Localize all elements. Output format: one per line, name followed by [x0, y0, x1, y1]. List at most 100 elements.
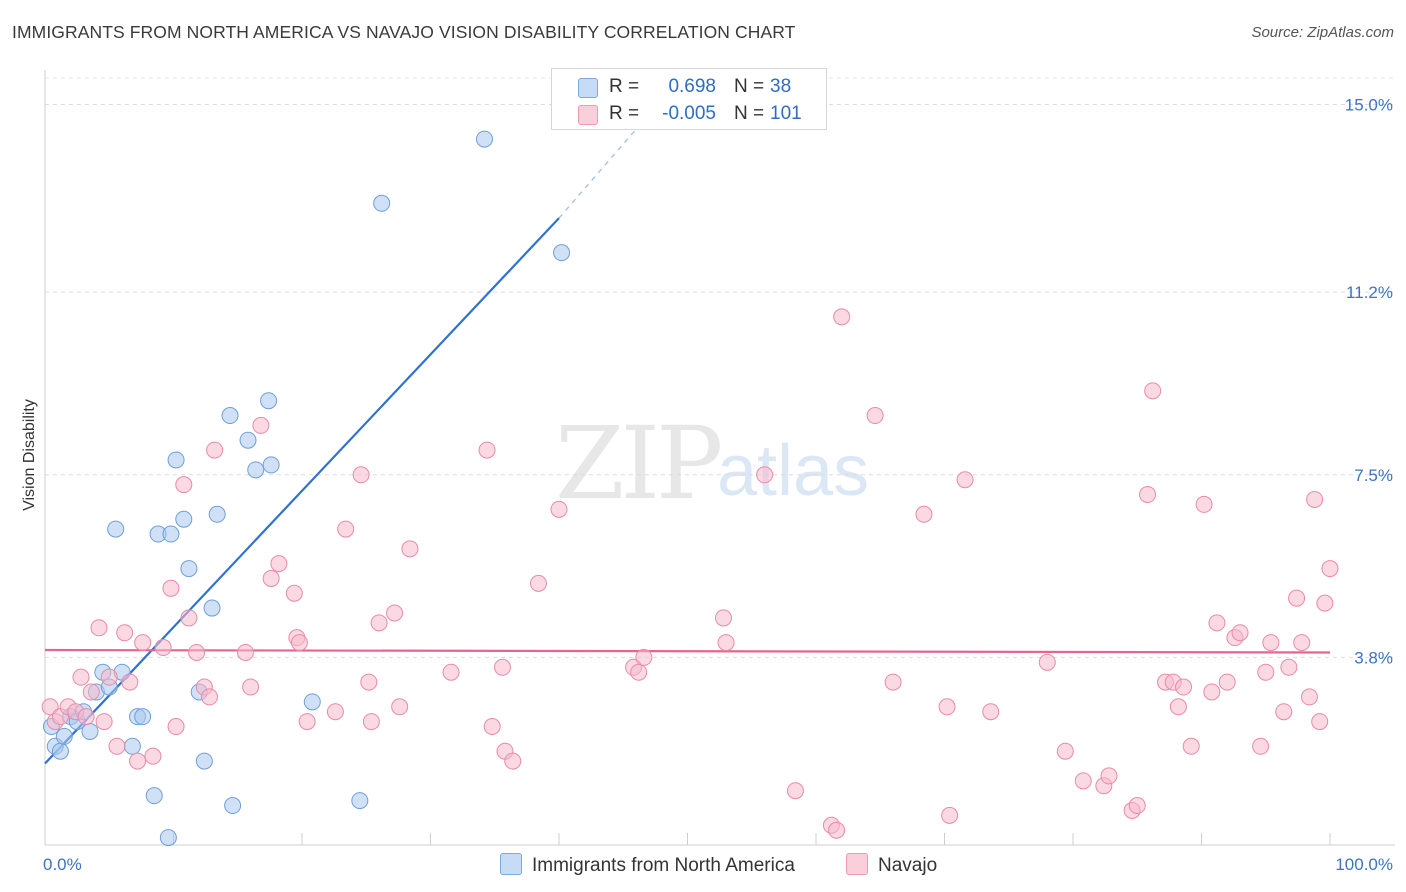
- point-navajo: [1311, 713, 1329, 731]
- point-navajo: [95, 713, 113, 731]
- point-navajo: [129, 752, 147, 770]
- point-navajo: [242, 678, 260, 696]
- point-navajo: [550, 500, 568, 518]
- point-immigrants: [203, 599, 221, 617]
- point-navajo: [1139, 486, 1157, 504]
- point-navajo: [108, 737, 126, 755]
- point-immigrants: [208, 505, 226, 523]
- point-navajo: [360, 673, 378, 691]
- point-immigrants: [55, 727, 73, 745]
- point-navajo: [82, 683, 100, 701]
- point-navajo: [72, 668, 90, 686]
- legend-r-label: R =: [609, 76, 640, 97]
- point-navajo: [352, 466, 370, 484]
- point-navajo: [1231, 624, 1249, 642]
- point-navajo: [100, 668, 118, 686]
- point-navajo: [1203, 683, 1221, 701]
- legend-n-label: N =: [734, 76, 765, 97]
- point-navajo: [370, 614, 388, 632]
- point-immigrants: [221, 407, 239, 425]
- point-immigrants: [247, 461, 265, 479]
- point-navajo: [915, 505, 933, 523]
- point-navajo: [337, 520, 355, 538]
- point-navajo: [180, 609, 198, 627]
- y-axis-label: Vision Disability: [21, 399, 38, 511]
- point-navajo: [386, 604, 404, 622]
- point-immigrants: [123, 737, 141, 755]
- point-navajo: [1293, 634, 1311, 652]
- x-tick-label: 100.0%: [1335, 855, 1393, 874]
- point-navajo: [1100, 767, 1118, 785]
- point-navajo: [401, 540, 419, 558]
- legend-r-value: 0.698: [668, 76, 716, 97]
- x-tick-label: 0.0%: [43, 855, 82, 874]
- point-immigrants: [224, 797, 242, 815]
- bottom-legend-swatch-navajo: [846, 853, 868, 875]
- point-immigrants: [162, 525, 180, 543]
- point-navajo: [1195, 495, 1213, 513]
- point-navajo: [714, 609, 732, 627]
- point-navajo: [635, 648, 653, 666]
- point-navajo: [236, 643, 254, 661]
- point-navajo: [90, 619, 108, 637]
- point-navajo: [326, 703, 344, 721]
- point-navajo: [956, 471, 974, 489]
- point-navajo: [1218, 673, 1236, 691]
- tick-labels: 3.8% 7.5% 11.2% 15.0% 0.0% 100.0%: [43, 96, 1393, 874]
- point-immigrants: [81, 722, 99, 740]
- point-navajo: [1038, 653, 1056, 671]
- chart-title: IMMIGRANTS FROM NORTH AMERICA VS NAVAJO …: [12, 22, 796, 42]
- point-immigrants: [373, 194, 391, 212]
- point-navajo: [982, 703, 1000, 721]
- point-navajo: [630, 663, 648, 681]
- point-navajo: [1144, 382, 1162, 400]
- point-navajo: [144, 747, 162, 765]
- point-immigrants: [303, 693, 321, 711]
- axes: [44, 70, 1395, 846]
- point-navajo: [717, 634, 735, 652]
- point-immigrants: [260, 392, 278, 410]
- point-navajo: [298, 713, 316, 731]
- point-navajo: [134, 634, 152, 652]
- point-navajo: [1257, 663, 1275, 681]
- legend-r-value: -0.005: [662, 103, 716, 124]
- point-immigrants: [134, 708, 152, 726]
- bottom-legend-label-navajo: Navajo: [878, 855, 938, 876]
- point-navajo: [362, 713, 380, 731]
- trend-line-immigrants-extension: [558, 128, 637, 219]
- point-navajo: [866, 407, 884, 425]
- point-immigrants: [107, 520, 125, 538]
- trend-line-navajo: [44, 648, 1331, 654]
- legend-n-value: 101: [770, 103, 802, 124]
- legend-swatch-navajo: [578, 105, 598, 125]
- point-navajo: [200, 688, 218, 706]
- point-navajo: [478, 441, 496, 459]
- point-navajo: [442, 663, 460, 681]
- point-navajo: [504, 752, 522, 770]
- point-navajo: [290, 634, 308, 652]
- point-immigrants: [553, 244, 571, 262]
- watermark-zip: ZIP: [555, 405, 723, 522]
- bottom-legend-swatch-immigrants: [500, 853, 522, 875]
- point-immigrants: [51, 742, 69, 760]
- point-immigrants: [475, 130, 493, 148]
- y-tick-label: 3.8%: [1354, 648, 1393, 667]
- point-navajo: [1252, 737, 1270, 755]
- point-navajo: [175, 476, 193, 494]
- point-navajo: [1056, 742, 1074, 760]
- point-navajo: [1128, 797, 1146, 815]
- point-navajo: [188, 643, 206, 661]
- point-navajo: [41, 698, 59, 716]
- point-navajo: [1316, 594, 1334, 612]
- point-navajo: [1306, 490, 1324, 508]
- point-navajo: [941, 806, 959, 824]
- point-navajo: [206, 441, 224, 459]
- point-navajo: [1288, 589, 1306, 607]
- point-navajo: [828, 821, 846, 839]
- trend-lines: [44, 128, 1331, 765]
- point-navajo: [391, 698, 409, 716]
- point-navajo: [1321, 560, 1339, 578]
- point-navajo: [1280, 658, 1298, 676]
- grid-lines: [45, 77, 1395, 658]
